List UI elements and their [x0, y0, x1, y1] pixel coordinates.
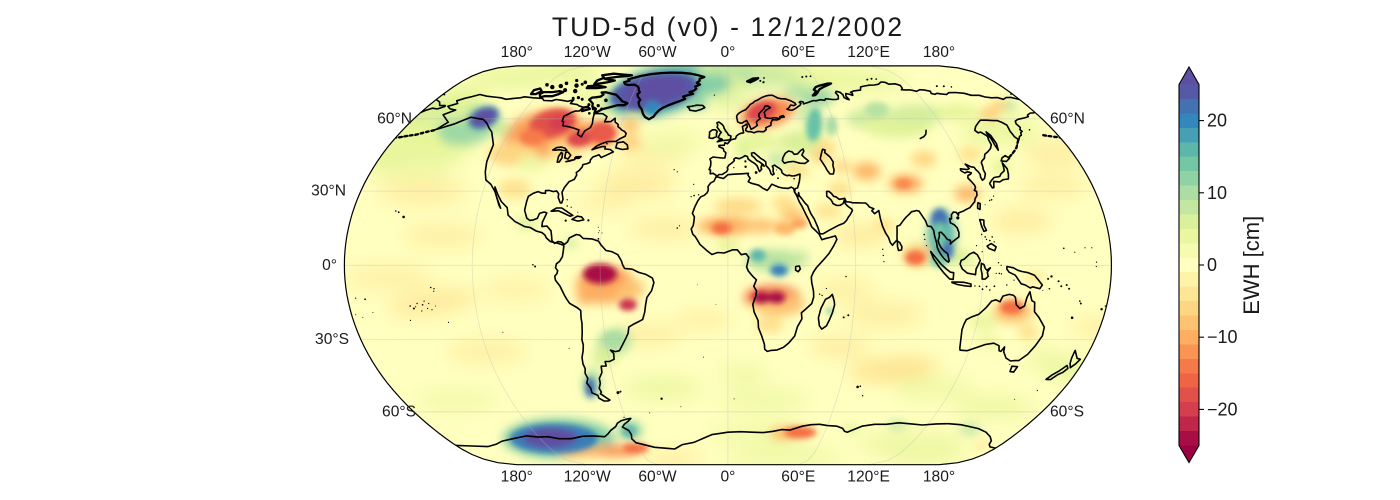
- svg-text:−20: −20: [1207, 399, 1238, 419]
- svg-text:EWH [cm]: EWH [cm]: [1239, 216, 1264, 315]
- svg-text:30°N: 30°N: [311, 183, 346, 200]
- svg-text:60°S: 60°S: [1050, 403, 1084, 420]
- svg-text:0°: 0°: [720, 44, 735, 61]
- svg-text:180°: 180°: [923, 44, 955, 61]
- svg-text:120°W: 120°W: [564, 469, 611, 486]
- svg-text:120°W: 120°W: [564, 44, 611, 61]
- svg-text:120°E: 120°E: [847, 469, 890, 486]
- svg-text:180°: 180°: [501, 44, 533, 61]
- svg-text:60°N: 60°N: [1050, 110, 1085, 127]
- svg-text:0°: 0°: [322, 257, 337, 274]
- svg-text:60°W: 60°W: [638, 44, 677, 61]
- svg-text:30°S: 30°S: [315, 331, 349, 348]
- svg-text:10: 10: [1207, 183, 1227, 203]
- svg-text:−10: −10: [1207, 327, 1238, 347]
- svg-text:20: 20: [1207, 111, 1227, 131]
- svg-text:180°: 180°: [501, 469, 533, 486]
- svg-text:120°E: 120°E: [847, 44, 890, 61]
- svg-text:60°N: 60°N: [377, 110, 412, 127]
- svg-text:180°: 180°: [923, 469, 955, 486]
- svg-text:0: 0: [1207, 255, 1217, 275]
- svg-text:TUD-5d (v0) - 12/12/2002: TUD-5d (v0) - 12/12/2002: [552, 12, 904, 42]
- svg-text:60°E: 60°E: [781, 44, 815, 61]
- svg-text:0°: 0°: [720, 469, 735, 486]
- svg-text:60°W: 60°W: [638, 469, 677, 486]
- svg-text:60°S: 60°S: [382, 403, 416, 420]
- svg-text:60°E: 60°E: [781, 469, 815, 486]
